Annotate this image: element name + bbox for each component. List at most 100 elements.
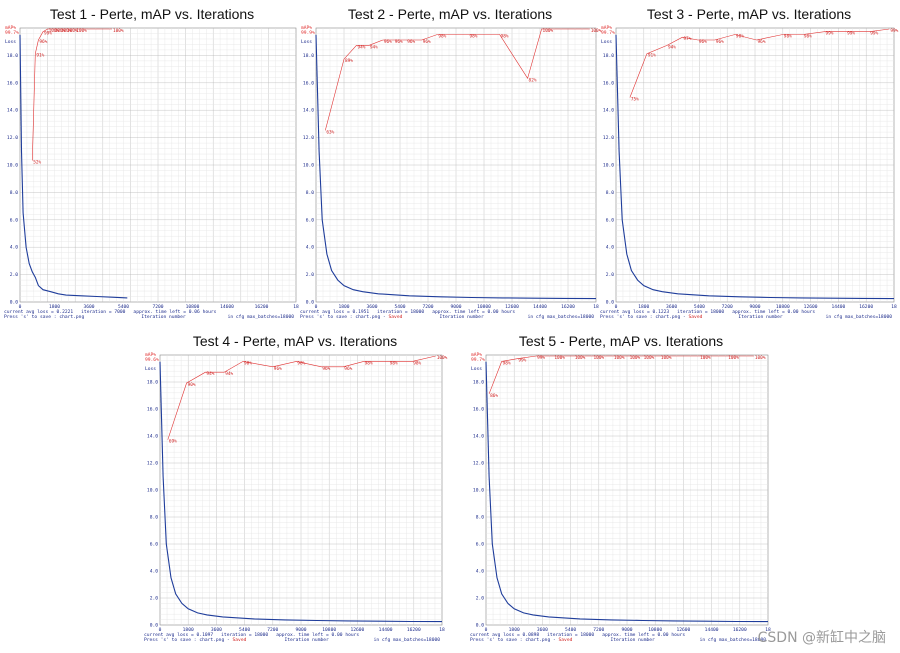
- x-tick-label: 16200: [561, 304, 575, 310]
- x-tick-label: 3600: [537, 627, 548, 633]
- x-tick-label: 5400: [694, 304, 705, 310]
- y-tick-label: 14.0: [7, 108, 18, 114]
- x-tick-label: 10800: [776, 304, 790, 310]
- x-tick-label: 10800: [648, 627, 662, 633]
- x-tick-label: 14600: [220, 304, 234, 310]
- map-data-label: 99%: [537, 355, 545, 361]
- loss-series-line: [19, 34, 128, 299]
- map-data-label: 94%: [225, 371, 233, 377]
- chart-title: Test 5 - Perte, mAP vs. Iterations: [518, 333, 724, 349]
- y-tick-label: 18.0: [603, 53, 614, 59]
- x-tick-label: 9000: [450, 304, 461, 310]
- map-data-label: 63%: [326, 129, 334, 135]
- x-tick-label: 9000: [749, 304, 760, 310]
- chart-footer: current avg loss = 0.0898 iteration = 180…: [470, 633, 772, 643]
- map-data-label: 91%: [648, 53, 656, 59]
- avg-loss-text: current avg loss = 0.2221: [4, 310, 74, 315]
- y-tick-label: 10.0: [147, 488, 158, 494]
- chart-title: Test 3 - Perte, mAP vs. Iterations: [646, 6, 852, 22]
- y-tick-label: 14.0: [303, 108, 314, 114]
- y-tick-label: 16.0: [7, 80, 18, 86]
- time-left-text: approx. time left = 0.00 hours: [602, 633, 686, 638]
- x-tick-label: 1800: [638, 304, 649, 310]
- avg-loss-text: current avg loss = 0.1223: [600, 310, 670, 315]
- iteration-text: iteration = 7000: [81, 310, 126, 315]
- x-tick-label: 14400: [831, 304, 845, 310]
- y-tick-label: 6.0: [606, 217, 615, 223]
- x-tick-label: 12600: [505, 304, 519, 310]
- x-tick-label: 0: [615, 304, 618, 310]
- chart-footer: current avg loss = 0.1223 iteration = 180…: [600, 310, 898, 320]
- map-data-label: 99%: [826, 31, 834, 37]
- avg-loss-text: current avg loss = 0.1951: [300, 310, 370, 315]
- x-tick-label: 7200: [593, 627, 604, 633]
- save-hint-text: Press 's' to save : chart.png -: [470, 638, 556, 643]
- avg-loss-text: current avg loss = 0.1097: [144, 633, 214, 638]
- x-tick-label: 10800: [322, 627, 336, 633]
- y-tick-label: 0.0: [306, 300, 315, 306]
- y-tick-label: 8.0: [306, 190, 315, 196]
- x-tick-label: 18: [593, 304, 599, 310]
- time-left-text: approx. time left = 0.00 hours: [432, 310, 516, 315]
- map-data-label: 98%: [244, 360, 252, 366]
- time-left-text: approx. time left = 0.00 hours: [732, 310, 816, 315]
- x-tick-label: 9000: [621, 627, 632, 633]
- x-tick-label: 3600: [211, 627, 222, 633]
- map-data-label: 96%: [274, 366, 282, 372]
- chart-plot-area: 0.0 2.0 4.0 6.0 8.0 10.0 12.0 14.0 16.0 18.0 0 1800…: [5, 25, 299, 320]
- chart-plot-area: 0.0 2.0 4.0 6.0 8.0 10.0 12.0 14.0 16.0 18.0 0 1800…: [145, 352, 448, 643]
- map-axis-label: mAP%: [601, 25, 612, 31]
- map-data-label: 82%: [529, 77, 537, 83]
- y-tick-label: 8.0: [150, 515, 159, 521]
- y-tick-label: 18.0: [473, 380, 484, 386]
- saved-status-text: Saved: [229, 638, 247, 643]
- chart-plot: 0.0 2.0 4.0 6.0 8.0 10.0 12.0 14.0 16.0 18.0 0 1800…: [470, 351, 772, 643]
- map-data-label: 98%: [413, 360, 421, 366]
- footer-status-line: current avg loss = 0.1951 iteration = 180…: [300, 310, 600, 315]
- loss-axis-label: Loss: [601, 39, 612, 45]
- x-tick-label: 1800: [49, 304, 60, 310]
- x-tick-label: 16200: [255, 304, 269, 310]
- max-batches-text: in cfg max_batches=18000: [825, 315, 892, 320]
- map-data-label: 100%: [630, 355, 641, 361]
- y-tick-label: 0.0: [606, 300, 615, 306]
- max-batches-text: in cfg max_batches=18000: [227, 315, 294, 320]
- y-tick-label: 2.0: [150, 596, 159, 602]
- x-tick-label: 10800: [477, 304, 491, 310]
- chart-panel-test-5: Test 5 - Perte, mAP vs. Iterations 0.0 2.0…: [470, 333, 772, 651]
- chart-title: Test 1 - Perte, mAP vs. Iterations: [49, 6, 255, 22]
- x-tick-label: 5400: [565, 627, 576, 633]
- map-axis-label: mAP%: [471, 352, 482, 358]
- x-tick-label: 1800: [509, 627, 520, 633]
- map-data-label: 100%: [554, 355, 565, 361]
- x-tick-label: 1800: [338, 304, 349, 310]
- map-top-value: 99.7%: [471, 357, 485, 363]
- grid: [20, 28, 296, 302]
- y-tick-label: 6.0: [306, 217, 315, 223]
- map-data-label: 94%: [206, 371, 214, 377]
- map-data-label: 97%: [683, 36, 691, 42]
- map-series-line: [488, 355, 754, 394]
- x-tick-label: 0: [19, 304, 22, 310]
- y-tick-label: 10.0: [473, 488, 484, 494]
- map-data-label: 86%: [490, 393, 498, 399]
- map-data-label: 100%: [700, 355, 711, 361]
- map-data-label: 100%: [594, 355, 605, 361]
- map-data-label: 99%: [870, 31, 878, 37]
- y-tick-label: 4.0: [150, 569, 159, 575]
- loss-series-line: [159, 361, 443, 623]
- map-data-label: 75%: [631, 97, 639, 103]
- y-tick-label: 12.0: [473, 461, 484, 467]
- map-axis-label: mAP%: [5, 25, 16, 31]
- map-data-label: 98%: [297, 360, 305, 366]
- loss-series-line: [315, 34, 597, 300]
- chart-plot: 0.0 2.0 4.0 6.0 8.0 10.0 12.0 14.0 16.0 18.0 0 1800…: [600, 24, 899, 320]
- y-tick-label: 14.0: [473, 434, 484, 440]
- x-tick-label: 3600: [83, 304, 94, 310]
- y-tick-label: 0.0: [10, 300, 19, 306]
- map-data-label: 96%: [716, 39, 724, 45]
- map-series-line: [629, 28, 890, 98]
- y-tick-label: 8.0: [476, 515, 485, 521]
- save-hint-text: Press 's' to save : chart.png -: [144, 638, 230, 643]
- map-data-label: 100%: [543, 28, 554, 34]
